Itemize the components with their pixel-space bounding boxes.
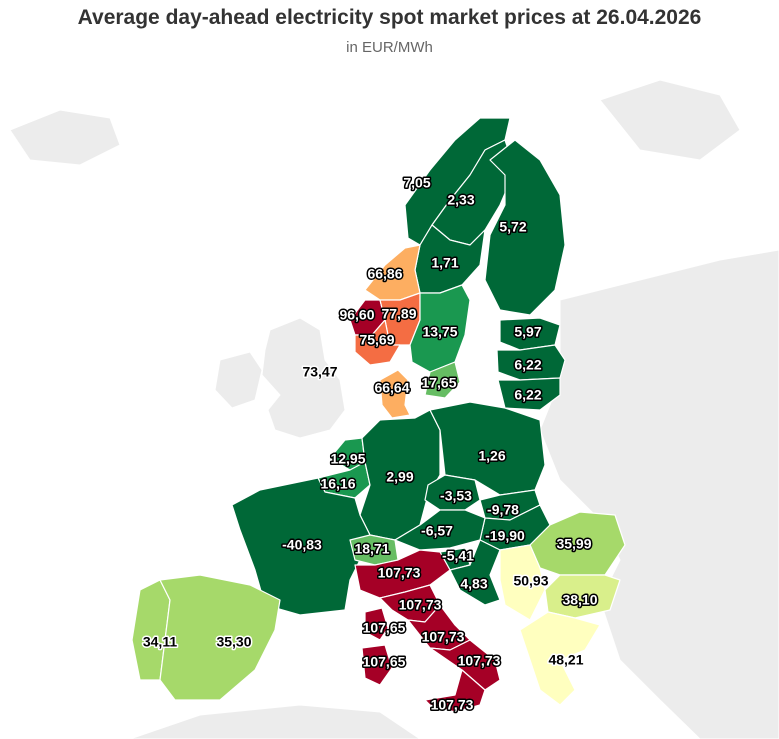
label-no1: 77,89 [381, 306, 416, 322]
ireland-land [214, 351, 263, 409]
region-it-calabria [424, 669, 486, 713]
label-dk1: 66,64 [374, 380, 409, 396]
nordic-north-land [599, 79, 741, 161]
label-hu: -19,90 [485, 528, 525, 544]
label-no4: 7,05 [403, 175, 430, 191]
uk-land [261, 317, 346, 439]
price-labels: 7,05 2,33 5,72 1,71 66,86 96,60 77,89 75… [141, 173, 599, 714]
region-se4 [424, 361, 461, 399]
label-no3: 66,86 [367, 266, 402, 282]
label-rs: 50,93 [513, 573, 548, 589]
map-subtitle: in EUR/MWh [346, 39, 433, 56]
map-title: Average day-ahead electricity spot marke… [77, 6, 702, 29]
region-it-sardinia-a [364, 607, 389, 641]
label-be: 16,16 [320, 476, 355, 492]
region-lv [496, 344, 566, 381]
region-es [159, 574, 281, 701]
north-africa-land [129, 704, 421, 739]
region-hr [449, 539, 501, 606]
region-dk1 [379, 369, 411, 419]
region-de [359, 409, 441, 541]
eastern-europe-land [539, 249, 779, 739]
label-es: 35,30 [216, 634, 251, 650]
label-it-cnorth: 107,73 [399, 597, 442, 613]
label-pt: 34,11 [143, 634, 177, 650]
label-fi: 5,72 [499, 219, 526, 235]
label-sk: -9,78 [487, 502, 519, 518]
label-gr: 48,21 [548, 652, 583, 668]
label-cz: -3,53 [440, 488, 472, 504]
price-regions [131, 117, 626, 713]
label-it-calabria: 107,73 [431, 697, 474, 713]
region-rs [499, 544, 546, 621]
label-it-south: 107,73 [458, 653, 501, 669]
region-at [394, 509, 486, 551]
region-cz [424, 474, 481, 511]
label-at: -6,57 [421, 523, 453, 539]
region-gr [519, 611, 601, 706]
label-it-csouth: 107,73 [422, 629, 465, 645]
label-bg: 38,10 [562, 592, 597, 608]
label-fr: -40,83 [282, 537, 322, 553]
label-lt: 6,22 [514, 387, 541, 403]
label-pl: 1,26 [478, 448, 505, 464]
label-se2: 1,71 [431, 255, 458, 271]
label-no2: 75,69 [359, 332, 394, 348]
label-se4: 17,65 [421, 375, 456, 391]
label-it-north: 107,73 [378, 565, 421, 581]
label-hr: 4,83 [460, 576, 487, 592]
background-land [9, 79, 779, 739]
label-it-sardinia-a: 107,65 [363, 620, 406, 636]
region-no2 [354, 319, 401, 366]
region-it-sardinia-b [361, 644, 393, 686]
region-ro [529, 511, 626, 576]
label-ch: 18,71 [354, 541, 389, 557]
label-ro: 35,99 [556, 536, 591, 552]
label-se3: 13,75 [422, 324, 457, 340]
region-fi [484, 139, 566, 316]
region-fr [231, 477, 371, 616]
label-it-sardinia-b: 107,65 [363, 654, 406, 670]
label-no5: 96,60 [339, 307, 374, 323]
label-ee: 5,97 [514, 324, 541, 340]
label-de: 2,99 [386, 469, 413, 485]
label-lv: 6,22 [514, 357, 541, 373]
iceland-land [9, 109, 121, 166]
label-nl: 12,95 [330, 451, 365, 467]
label-se1: 2,33 [447, 192, 474, 208]
label-si: -5,41 [442, 548, 474, 564]
label-gb: 73,47 [302, 364, 337, 380]
